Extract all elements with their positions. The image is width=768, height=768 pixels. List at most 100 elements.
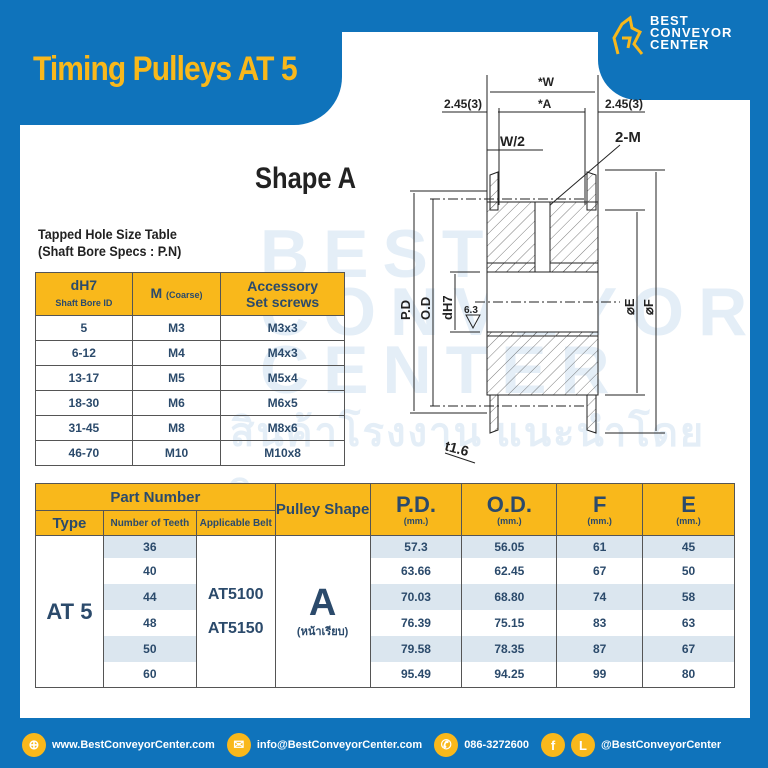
table-row: 60 95.49 94.25 99 80 [36,661,735,688]
logo-banner [598,0,768,100]
dim-left-offset: 2.45(3) [444,97,482,111]
tapped-hole-table: dH7 Shaft Bore ID M (Coarse) Accessory Set… [35,272,345,466]
dim-f: ⌀F [641,299,656,315]
header-shape: Pulley Shape [274,483,371,536]
table-row: 13-17 M5 M5x4 [35,365,345,391]
table-cell: 75.15 [461,609,558,636]
dim-od: O.D [418,297,433,320]
facebook-icon[interactable]: f [541,733,566,757]
table-cell: M4 [131,340,222,366]
table-cell: M5x4 [220,365,345,391]
table-cell: M3x3 [220,315,345,341]
table-cell: M6 [131,390,222,416]
dim-e: ⌀E [622,298,637,315]
pulley-diagram: *W *A 2.45(3) 2.45(3) W/2 2-M P.D O.D dH… [398,75,665,464]
table-cell: 46-70 [35,440,133,466]
table-row: 18-30 M6 M6x5 [35,390,345,416]
dim-w: *W [538,75,555,89]
dim-pd: P.D [398,300,413,320]
dim-right-offset: 2.45(3) [605,97,643,111]
table-cell: 58 [642,583,735,610]
dim-roughness: 6.3 [464,305,478,316]
part-number-table: Part Number Pulley Shape P.D. (mm.) O.D.(… [35,483,735,688]
shape-cell: A (หน้าเรียบ) [274,535,371,688]
social-handle[interactable]: @BestConveyorCenter [601,739,722,751]
table-cell: 63 [642,609,735,636]
table-row: 44 70.03 68.80 74 58 [36,583,735,610]
table-cell: 31-45 [35,415,133,441]
header-od: O.D. (mm.) [461,483,558,536]
table-row: 46-70 M10 M10x8 [35,440,345,466]
mail-icon: ✉ [226,733,251,757]
table-cell: M10 [131,440,222,466]
type-cell: AT 5 [35,535,104,688]
dim-screws: 2-M [615,129,641,146]
shape-title: Shape A [255,162,357,195]
table-row: 48 76.39 75.15 83 63 [36,609,735,636]
table-cell: M5 [131,365,222,391]
table-row: 6-12 M4 M4x3 [35,340,345,366]
dim-bore: dH7 [440,295,455,320]
header-f: F (mm.) [556,483,644,536]
table-cell: 95.49 [369,661,463,688]
logo-icon [612,15,644,55]
table-cell: 67 [642,635,735,662]
table-cell: 61 [556,535,644,558]
table-cell: 50 [102,635,197,662]
website-link[interactable]: www.BestConveyorCenter.com [52,739,215,751]
header-type: Type [35,510,104,536]
table-cell: 67 [556,557,644,584]
header-bore: dH7 Shaft Bore ID [35,272,133,316]
table-cell: 18-30 [35,390,133,416]
table-cell: M8x6 [220,415,345,441]
header-accessory: Accessory Set screws [220,272,345,316]
title-banner [0,0,342,125]
phone-number[interactable]: 086-3272600 [464,739,530,751]
table-cell: 70.03 [369,583,463,610]
header-m: M (Coarse) [131,272,222,316]
table-cell: 99 [556,661,644,688]
table-row: 50 79.58 78.35 87 67 [36,635,735,662]
table-cell: 87 [556,635,644,662]
table-cell: 78.35 [461,635,558,662]
table-cell: 79.58 [369,635,463,662]
phone-icon: ✆ [434,733,459,757]
table-cell: 45 [642,535,735,558]
table-cell: 48 [102,609,197,636]
table-cell: 57.3 [369,535,463,558]
table-cell: M10x8 [220,440,345,466]
header-pd: P.D. (mm.) [369,483,463,536]
table-cell: 94.25 [461,661,558,688]
table-row: 40 63.66 62.45 67 50 [36,557,735,584]
table-cell: 56.05 [461,535,558,558]
dim-a: *A [538,97,552,111]
table-cell: 74 [556,583,644,610]
table-row: 31-45 M8 M8x6 [35,415,345,441]
belt-cell: AT5100 AT5150 [195,535,276,688]
table-cell: 76.39 [369,609,463,636]
header-e: E (mm.) [642,483,735,536]
tapped-table-title: Tapped Hole Size Table (Shaft Bore Specs … [38,226,182,259]
table-cell: 60 [102,661,197,688]
table-cell: M6x5 [220,390,345,416]
table-cell: 40 [102,557,197,584]
table-cell: 62.45 [461,557,558,584]
dim-half-w: W/2 [500,133,525,149]
table-row: 5 M3 M3x3 [35,315,345,341]
header-belt: Applicable Belt [195,510,276,536]
table-cell: 44 [102,583,197,610]
table-cell: 5 [35,315,133,341]
table-cell: 13-17 [35,365,133,391]
email-link[interactable]: info@BestConveyorCenter.com [256,739,423,751]
brand-logo: BEST CONVEYOR CENTER [650,13,733,52]
header-part-number: Part Number [35,483,276,511]
table-row: AT 5 36 AT5100 AT5150 A (หน้าเรียบ) 57.3 56.05 6… [35,535,735,688]
line-icon[interactable]: L [571,733,596,757]
header-teeth: Number of Teeth [102,510,197,536]
table-cell: 63.66 [369,557,463,584]
table-cell: M8 [131,415,222,441]
table-cell: M4x3 [220,340,345,366]
table-cell: 50 [642,557,735,584]
table-cell: 6-12 [35,340,133,366]
table-cell: M3 [131,315,222,341]
